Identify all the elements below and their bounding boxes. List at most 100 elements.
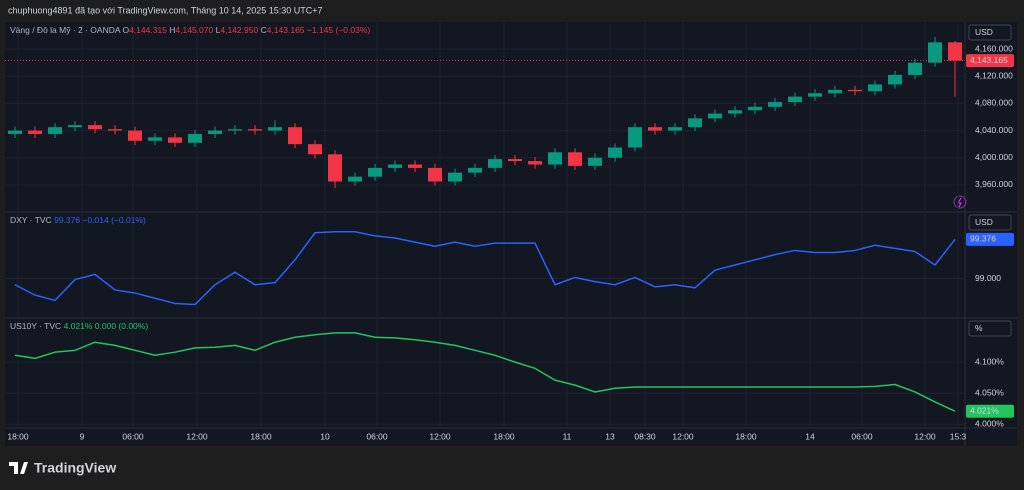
candle-body [8,130,22,134]
legend-value: 4,145.070 [175,25,213,35]
candle-body [828,89,842,94]
y-tick-label: 99.000 [975,273,1001,283]
legend-value: 4,144.315 [129,25,167,35]
legend-change: 0.000 (0.00%) [95,321,149,331]
unit-box [968,24,1012,41]
x-tick-label: 06:00 [851,431,873,441]
price-tag-label: 4.021% [970,405,999,415]
x-tick-label: 12:00 [914,431,936,441]
price-tag [966,54,1014,68]
symbol: DXY · TVC [10,215,52,225]
x-tick-label: 06:00 [122,431,144,441]
x-tick-label: 13 [605,431,615,441]
candle-body [728,110,742,114]
candle-body [668,127,682,131]
candle-body [528,161,542,165]
legend: DXY · TVC 99.376 −0.014 (−0.01%) [10,215,146,225]
candle-body [608,147,622,158]
legend-value: 99.376 [54,215,80,225]
unit-box [968,214,1012,231]
legend-value: 4,143.165 [267,25,305,35]
candle-body [888,74,902,85]
candle-body [588,157,602,166]
candle-body [648,127,662,131]
candle-body [948,42,962,61]
x-tick-label: 12:00 [186,431,208,441]
x-tick-label: 12:00 [429,431,451,441]
candle-body [248,129,262,131]
candle-body [288,127,302,145]
y-tick-label: 4,000.000 [975,152,1013,162]
candle-body [708,113,722,119]
x-tick-label: 11 [563,431,572,441]
candle-body [28,130,42,134]
y-tick-label: 4,120.000 [975,71,1013,81]
y-tick-label: 4,040.000 [975,125,1013,135]
symbol: Vàng / Đô la Mỹ · 2 · OANDA [10,25,121,35]
candle-body [508,159,522,162]
legend-value: 4,142.950 [220,25,258,35]
symbol: US10Y · TVC [10,321,61,331]
x-tick-label: 14 [805,431,815,441]
y-tick-label: 4.100% [975,356,1004,366]
x-tick-label: 9 [80,431,85,441]
y-tick-label: 4.050% [975,387,1004,397]
candle-body [348,176,362,182]
x-tick-label: 18:00 [250,431,272,441]
candle-body [808,93,822,97]
candle-body [148,137,162,141]
candle-body [768,102,782,107]
candle-body [868,84,882,92]
y-tick-label: 4,160.000 [975,43,1013,53]
legend: Vàng / Đô la Mỹ · 2 · OANDA O4,144.315 H… [10,25,370,35]
candle-body [168,137,182,143]
candle-body [628,127,642,148]
legend: US10Y · TVC 4.021% 0.000 (0.00%) [10,321,148,331]
x-tick-label: 18:00 [7,431,29,441]
candle-body [388,164,402,168]
series-line [14,230,956,306]
x-tick-label: 18:00 [735,431,757,441]
candle-body [688,118,702,128]
candle-body [488,159,502,168]
alert-icon[interactable] [953,195,967,209]
x-tick-label: 08:30 [634,431,656,441]
legend-key: C [261,25,267,35]
candle-body [548,152,562,165]
candle-body [328,154,342,182]
candle-body [568,152,582,166]
candle-body [748,106,762,111]
x-tick-label: 12:00 [672,431,694,441]
unit-label: USD [975,27,993,37]
unit-box [968,320,1012,337]
candle-body [68,125,82,128]
candle-body [448,172,462,182]
candle-body [268,127,282,131]
alert-icon-bolt [957,197,962,208]
pane [5,230,965,306]
candle-body [128,130,142,141]
x-tick-label: 18:00 [493,431,515,441]
price-tag [966,232,1014,246]
unit-label: % [975,323,983,333]
price-tag-label: 99.376 [970,234,996,244]
logo: TradingView [9,460,116,476]
candle-body [468,167,482,173]
pane [5,36,965,189]
candle-body [908,62,922,75]
candle-body [848,89,862,92]
legend-value: 4.021% [64,321,93,331]
y-tick-label: 4,080.000 [975,98,1013,108]
y-tick-label: 3,960.000 [975,179,1013,189]
unit-label: USD [975,217,993,227]
candle-body [108,129,122,131]
candle-body [928,42,942,63]
price-tag-label: 4,143.165 [970,55,1008,65]
series-line [14,332,956,412]
pane [5,332,965,425]
legend-key: O [122,25,129,35]
price-tag [966,404,1014,418]
candle-body [48,127,62,134]
